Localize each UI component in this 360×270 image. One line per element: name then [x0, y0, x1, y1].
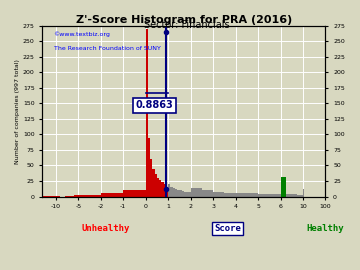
Bar — [148, 137, 150, 197]
Bar — [51, 196, 56, 197]
Bar — [164, 184, 166, 197]
Text: The Research Foundation of SUNY: The Research Foundation of SUNY — [54, 46, 161, 51]
Title: Z'-Score Histogram for PRA (2016): Z'-Score Histogram for PRA (2016) — [76, 15, 292, 25]
Bar — [292, 194, 297, 197]
Bar — [235, 193, 258, 197]
Bar — [188, 192, 191, 197]
Bar — [280, 177, 286, 197]
Bar — [173, 188, 175, 197]
Bar — [69, 196, 74, 197]
Bar — [157, 178, 159, 197]
Bar — [175, 189, 177, 197]
Text: Sector: Financials: Sector: Financials — [144, 20, 230, 30]
Bar — [258, 194, 280, 197]
Bar — [202, 190, 213, 197]
Text: Healthy: Healthy — [306, 224, 344, 233]
Bar — [159, 180, 161, 197]
Bar — [177, 190, 179, 197]
Bar — [168, 184, 170, 197]
Bar — [65, 196, 69, 197]
Bar — [179, 190, 182, 197]
Text: 0.8863: 0.8863 — [136, 100, 174, 110]
Bar — [86, 195, 93, 197]
Bar — [42, 196, 51, 197]
Bar — [150, 159, 152, 197]
Bar — [56, 196, 60, 197]
Bar — [191, 188, 202, 197]
Bar — [170, 187, 173, 197]
Bar — [101, 193, 123, 197]
Text: ©www.textbiz.org: ©www.textbiz.org — [54, 31, 111, 36]
Bar — [186, 192, 188, 197]
Bar — [146, 29, 148, 197]
Bar — [286, 194, 292, 197]
Bar — [224, 193, 235, 197]
Bar — [123, 190, 146, 197]
Bar — [166, 187, 168, 197]
Bar — [184, 192, 186, 197]
Bar — [155, 174, 157, 197]
Text: Unhealthy: Unhealthy — [81, 224, 130, 233]
Text: Score: Score — [214, 224, 241, 233]
Bar — [78, 195, 86, 197]
Bar — [161, 182, 164, 197]
Bar — [297, 195, 303, 197]
Bar — [93, 195, 101, 197]
Y-axis label: Number of companies (997 total): Number of companies (997 total) — [15, 59, 20, 164]
Bar — [74, 195, 78, 197]
Bar — [213, 192, 224, 197]
Bar — [152, 168, 155, 197]
Bar — [182, 191, 184, 197]
